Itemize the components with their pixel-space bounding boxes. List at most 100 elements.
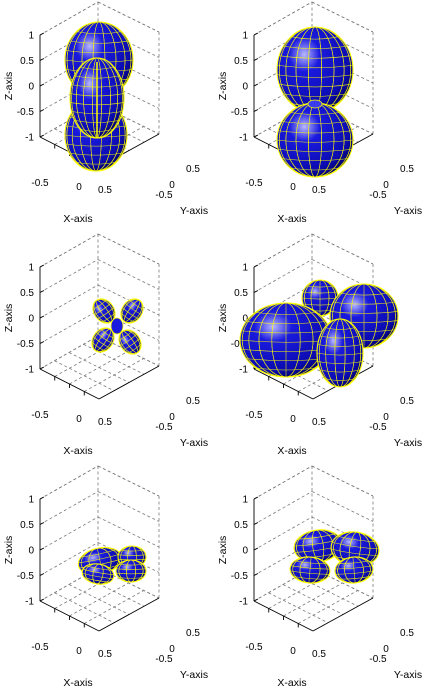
x-tick-label: -0.5	[31, 178, 49, 189]
lobe-mesh	[316, 318, 364, 388]
surface-plot	[91, 298, 144, 355]
x-axis-label: X-axis	[63, 677, 92, 689]
y-tick-label: 0	[383, 180, 389, 191]
x-tick-label: 0	[76, 414, 82, 425]
z-tick-label: -1	[25, 365, 34, 376]
y-tick-label: -0.5	[369, 422, 387, 433]
lobe	[334, 556, 374, 584]
z-tick-label: 0	[242, 82, 248, 93]
z-tick-label: 0.5	[234, 288, 248, 299]
x-tick-label: 0	[76, 646, 82, 657]
y-axis-label: Y-axis	[394, 437, 422, 449]
x-tick-label: 0	[290, 182, 296, 193]
y-axis-line	[98, 365, 160, 400]
z-tick-label: -0.5	[17, 107, 35, 118]
x-axis-label: X-axis	[63, 213, 92, 225]
z-tick-label: 0	[28, 546, 34, 557]
y-tick-label: 0.5	[400, 628, 414, 639]
y-tick-label: 0.5	[400, 396, 414, 407]
x-tick-label: -0.5	[245, 642, 263, 653]
z-tick-label: 1	[242, 495, 248, 506]
lobe	[81, 563, 115, 585]
x-axis-label: X-axis	[63, 445, 92, 457]
z-tick-label: 1	[28, 495, 34, 506]
surface-plot	[64, 21, 134, 172]
y-tick-label: 0	[169, 644, 175, 655]
lobe	[91, 327, 115, 353]
y-axis-label: Y-axis	[180, 205, 208, 217]
x-tick-label: 0	[290, 646, 296, 657]
x-tick-label: 0.5	[98, 649, 112, 660]
y-tick-label: -0.5	[369, 190, 387, 201]
panel-middle-left: 10.50-0.5-1-0.5 0 0.5 -0.500.5X-axisY-axisZ…	[3, 233, 208, 457]
y-tick-label: 0	[169, 412, 175, 423]
surface-plot	[239, 279, 399, 388]
x-axis-label: X-axis	[277, 213, 306, 225]
z-tick-label: -0.5	[17, 571, 35, 582]
y-axis-label: Y-axis	[180, 669, 208, 681]
z-axis-label: Z-axis	[217, 304, 229, 333]
z-tick-label: 0	[242, 546, 248, 557]
lobe-mesh	[92, 299, 116, 323]
y-axis-label: Y-axis	[180, 437, 208, 449]
x-tick-label: 0.5	[98, 417, 112, 428]
y-tick-label: 0	[383, 412, 389, 423]
z-axis-label: Z-axis	[3, 72, 15, 101]
z-axis-label: Z-axis	[3, 536, 15, 565]
panel-bottom-left: 10.50-0.5-1-0.5 0 0.5 -0.500.5X-axisY-axisZ…	[3, 465, 208, 689]
lobe	[276, 26, 354, 114]
x-axis-label: X-axis	[277, 677, 306, 689]
lobe-mesh	[118, 330, 142, 354]
lobe-mesh	[120, 299, 144, 323]
lobe-mesh	[330, 283, 398, 349]
lobe-mesh	[91, 328, 115, 352]
z-axis-label: Z-axis	[217, 536, 229, 565]
y-tick-label: 0	[169, 180, 175, 191]
x-tick-label: 0	[76, 182, 82, 193]
z-tick-label: 0.5	[20, 56, 34, 67]
lobe-mesh	[64, 21, 134, 99]
z-tick-label: 1	[242, 31, 248, 42]
axes-box	[39, 233, 160, 400]
z-tick-label: 1	[242, 263, 248, 274]
x-tick-label: -0.5	[31, 642, 49, 653]
lobe	[118, 329, 142, 355]
x-tick-label: 0.5	[98, 185, 112, 196]
z-tick-label: 1	[28, 263, 34, 274]
z-tick-label: -1	[25, 597, 34, 608]
surface-plot	[276, 26, 354, 178]
panel-bottom-right: 10.50-0.5-1-0.5 0 0.5 -0.500.5X-axisY-axisZ…	[217, 465, 422, 689]
z-tick-label: -0.5	[231, 107, 249, 118]
lobe	[276, 102, 354, 178]
x-tick-label: -0.5	[31, 410, 49, 421]
lobe	[115, 559, 147, 583]
lobe-surface	[276, 102, 354, 178]
x-tick-label: -0.5	[245, 178, 263, 189]
lobe	[120, 298, 144, 324]
z-tick-label: 0.5	[234, 56, 248, 67]
x-tick-label: 0.5	[312, 649, 326, 660]
x-tick-label: -0.5	[245, 410, 263, 421]
y-tick-label: 0.5	[186, 628, 200, 639]
z-tick-label: -1	[239, 365, 248, 376]
z-tick-label: 0.5	[20, 520, 34, 531]
y-tick-label: 0.5	[400, 164, 414, 175]
lobe	[289, 556, 331, 584]
z-tick-label: -0.5	[231, 571, 249, 582]
z-tick-label: 0	[28, 82, 34, 93]
z-tick-label: 0.5	[234, 520, 248, 531]
lobe	[92, 298, 116, 324]
y-tick-label: -0.5	[155, 190, 173, 201]
lobe-mesh	[116, 559, 146, 583]
y-tick-label: 0.5	[186, 164, 200, 175]
y-tick-label: 0	[383, 644, 389, 655]
lobe	[330, 531, 380, 567]
z-axis-label: Z-axis	[217, 72, 229, 101]
panel-middle-right: 10.50-0.5-1-0.5 0 0.5 -0.500.5X-axisY-axisZ…	[217, 233, 422, 457]
z-tick-label: 0	[28, 314, 34, 325]
z-tick-label: -1	[239, 597, 248, 608]
z-tick-label: 1	[28, 31, 34, 42]
surface-plot	[77, 545, 147, 585]
lobe-mesh	[290, 556, 330, 584]
lobe-mesh	[335, 556, 373, 584]
